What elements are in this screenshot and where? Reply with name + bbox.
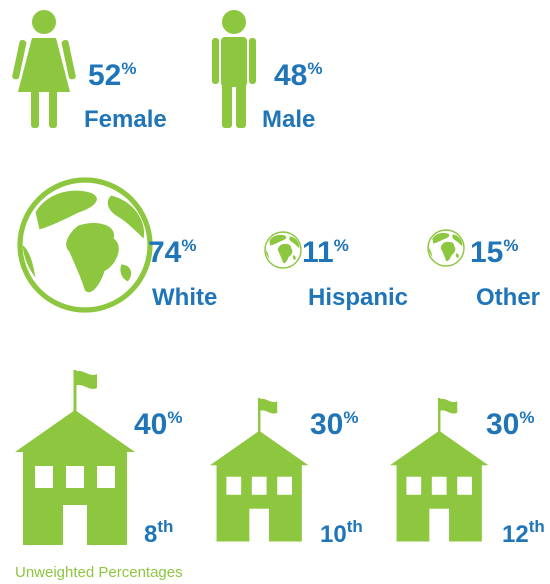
other-label: Other xyxy=(476,284,540,311)
female-value: 52% xyxy=(88,59,137,92)
school-icon xyxy=(13,368,137,547)
globe-icon xyxy=(264,231,302,269)
male-label: Male xyxy=(262,106,315,133)
footnote: Unweighted Percentages xyxy=(15,564,183,581)
other-value: 15% xyxy=(470,236,519,269)
globe-icon xyxy=(427,229,465,267)
grade-label: 10th xyxy=(320,517,363,548)
grade-value: 40% xyxy=(134,408,183,441)
globe-icon xyxy=(20,180,150,310)
male-icon xyxy=(212,10,256,128)
grade-value: 30% xyxy=(486,408,535,441)
school-icon xyxy=(208,396,310,543)
grade-label: 8th xyxy=(144,517,173,548)
grade-label: 12th xyxy=(502,517,545,548)
grade-value: 30% xyxy=(310,408,359,441)
female-label: Female xyxy=(84,106,167,133)
male-value: 48% xyxy=(274,59,323,92)
white-label: White xyxy=(152,284,217,311)
hispanic-value: 11% xyxy=(302,236,349,269)
hispanic-label: Hispanic xyxy=(308,284,408,311)
school-icon xyxy=(388,396,490,543)
white-value: 74% xyxy=(148,236,197,269)
female-icon xyxy=(11,10,77,128)
